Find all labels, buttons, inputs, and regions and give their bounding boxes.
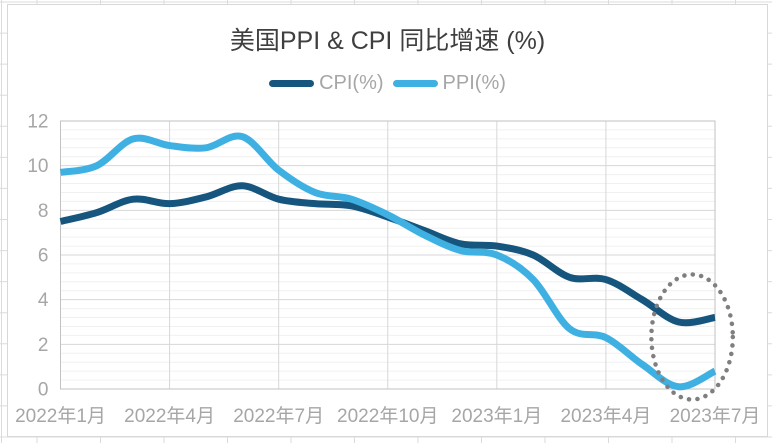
legend-label-cpi: CPI(%) (319, 72, 384, 94)
chart-title: 美国PPI & CPI 同比增速 (%) (229, 27, 546, 55)
ppi-line-swatch-icon (392, 80, 438, 87)
cpi-line-swatch-icon (269, 80, 315, 87)
plot-border (60, 120, 716, 390)
y-axis-label: 0 (38, 380, 49, 401)
x-axis-label: 2022年1月 (15, 405, 106, 427)
y-axis-label: 2 (38, 335, 49, 356)
y-axis-label: 10 (27, 156, 48, 177)
highlight-ellipse (649, 272, 736, 402)
x-axis-label: 2023年4月 (560, 405, 651, 427)
y-axis-label: 12 (27, 112, 48, 133)
legend-item-ppi[interactable]: PPI(%) (392, 72, 506, 95)
x-axis-label: 2022年4月 (124, 405, 215, 427)
x-axis-label: 2022年10月 (337, 405, 438, 427)
chart-card[interactable]: 美国PPI & CPI 同比增速 (%) CPI(%) PPI(%) 0 2 4 6 8… (7, 4, 768, 437)
y-axis-label: 6 (38, 246, 49, 267)
y-axis-label: 8 (38, 201, 49, 222)
x-axis-label: 2023年1月 (451, 405, 542, 427)
legend-label-ppi: PPI(%) (442, 72, 506, 94)
plot-area[interactable]: 0 2 4 6 8 10 12 2022年1月 2022年4月 2022年7月 2022年10月 20… (7, 4, 768, 437)
series-line-ppi (59, 132, 717, 391)
x-axis-label: 2023年7月 (670, 405, 761, 427)
x-axis-label: 2022年7月 (233, 405, 324, 427)
y-axis-label: 4 (38, 290, 49, 311)
chart-legend: CPI(%) PPI(%) (8, 72, 767, 95)
legend-item-cpi[interactable]: CPI(%) (269, 72, 384, 95)
